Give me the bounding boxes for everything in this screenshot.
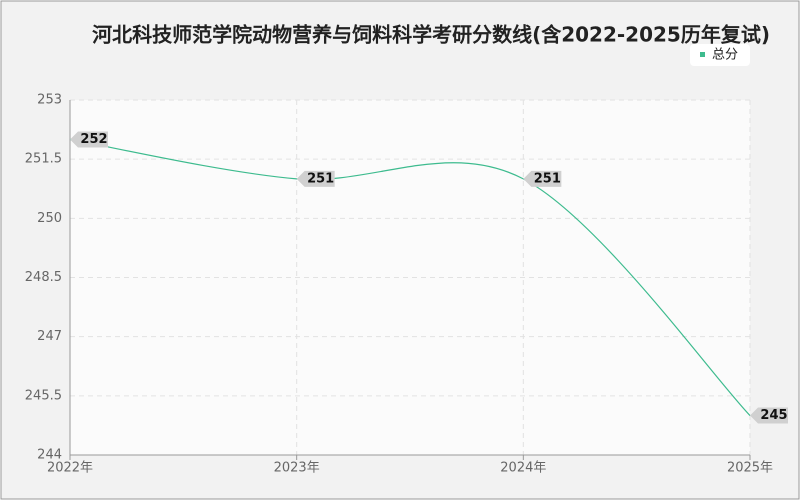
y-tick-label: 250 [37,211,62,226]
legend-swatch [700,52,705,57]
x-tick-label: 2023年 [274,461,320,476]
plot-area [70,100,750,455]
value-label-bg [750,407,788,424]
value-label-bg [296,170,335,187]
value-label: 245 [760,408,787,423]
x-tick-label: 2025年 [727,461,773,476]
value-label-bg [523,170,562,187]
y-tick-label: 245.5 [25,388,62,403]
chart-title: 河北科技师范学院动物营养与饲料科学考研分数线(含2022-2025历年复试) [92,23,770,47]
value-label: 252 [80,132,107,147]
y-tick-label: 248.5 [25,270,62,285]
x-tick-label: 2024年 [500,461,546,476]
legend-label: 总分 [712,48,738,63]
series-line [69,138,751,416]
y-tick-label: 244 [37,448,62,463]
value-label: 251 [534,171,561,186]
x-tick-label: 2022年 [47,461,93,476]
value-label: 251 [307,171,334,186]
y-tick-label: 253 [37,93,62,108]
y-tick-label: 251.5 [25,152,62,167]
y-tick-label: 247 [37,329,62,344]
legend-box [690,44,750,66]
value-label-bg [70,131,108,148]
